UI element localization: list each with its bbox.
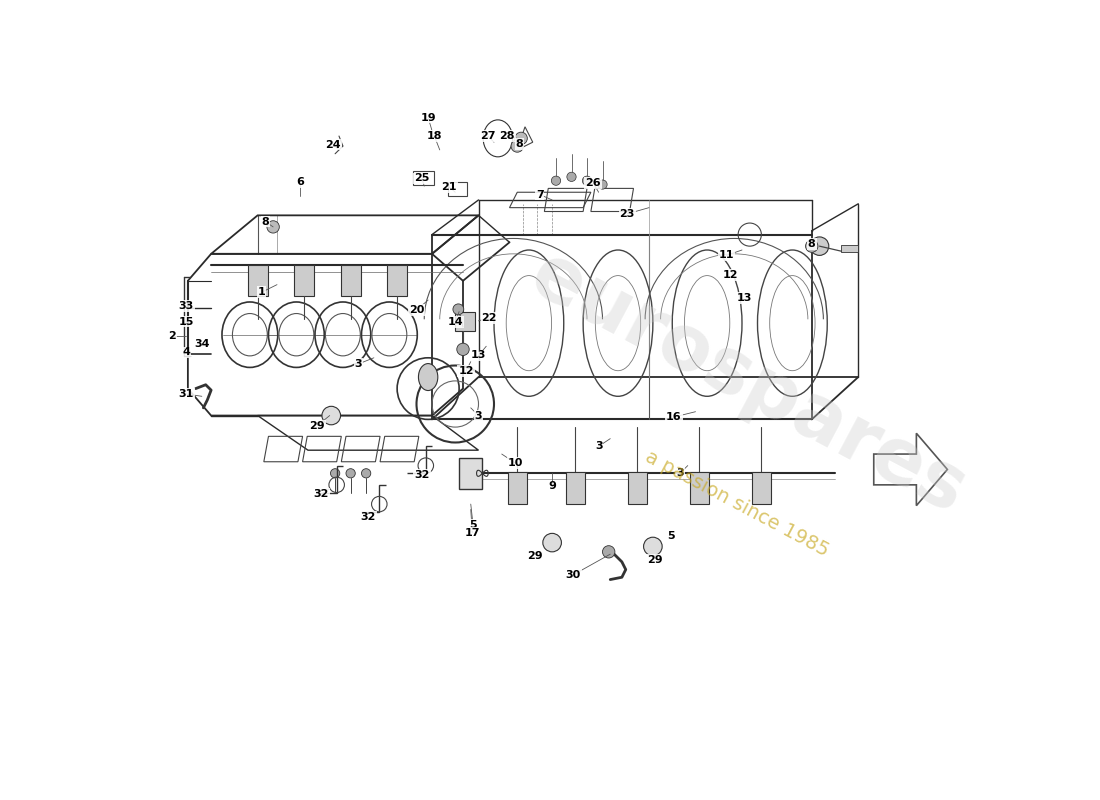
Text: 1: 1 [257,287,265,298]
Text: 31: 31 [178,389,194,399]
Circle shape [346,469,355,478]
Text: eurospares: eurospares [517,238,979,530]
Text: 29: 29 [648,554,663,565]
Text: 8: 8 [516,138,524,149]
Bar [566,472,585,504]
Circle shape [456,343,470,355]
Bar [248,266,267,296]
Bar [412,170,434,185]
Text: 26: 26 [585,178,601,188]
Text: 24: 24 [324,139,341,150]
Text: 21: 21 [441,182,456,192]
Text: 15: 15 [178,317,194,326]
Text: 32: 32 [361,512,376,522]
Bar [690,472,708,504]
Text: 10: 10 [508,458,524,468]
Text: 2: 2 [168,331,176,342]
Text: 34: 34 [194,339,210,349]
Bar [294,266,315,296]
Circle shape [551,176,561,186]
Bar [508,472,527,504]
Text: 8: 8 [262,217,270,226]
Text: 12: 12 [723,270,738,280]
Bar [341,266,361,296]
Circle shape [805,240,818,252]
Circle shape [453,304,464,314]
Ellipse shape [418,363,438,390]
Text: 25: 25 [415,174,430,183]
Circle shape [811,237,828,255]
Text: 8: 8 [807,239,815,249]
Text: 5: 5 [470,520,477,530]
Text: 9: 9 [548,482,557,491]
Text: 29: 29 [309,421,326,430]
Circle shape [322,406,341,425]
Bar [387,266,407,296]
Circle shape [644,538,662,556]
Bar [842,245,858,252]
Bar [628,472,647,504]
Text: 11: 11 [718,250,735,260]
Text: 17: 17 [464,527,480,538]
Text: 6: 6 [296,178,305,187]
Circle shape [603,546,615,558]
Text: 14: 14 [448,318,463,327]
Text: 22: 22 [482,313,497,322]
Text: 3: 3 [354,359,362,369]
Circle shape [330,469,340,478]
Circle shape [267,221,279,233]
Text: 3: 3 [595,442,603,451]
Circle shape [362,469,371,478]
Text: 29: 29 [527,550,543,561]
Bar [459,458,483,489]
Text: 7: 7 [536,190,543,199]
Circle shape [566,172,576,182]
Text: 13: 13 [471,350,486,361]
Circle shape [542,534,561,552]
Text: 16: 16 [666,412,682,422]
Text: 13: 13 [737,293,752,302]
Text: 33: 33 [178,302,194,311]
Text: 5: 5 [667,531,674,542]
Circle shape [582,176,592,186]
Text: 27: 27 [480,131,495,141]
Text: 3: 3 [475,410,482,421]
Text: 32: 32 [415,470,430,480]
Text: 4: 4 [183,347,190,358]
Text: 32: 32 [314,489,329,499]
Text: a passion since 1985: a passion since 1985 [642,447,832,561]
Bar [752,472,771,504]
Text: 30: 30 [565,570,581,580]
Text: 20: 20 [409,305,425,315]
Text: 3: 3 [676,468,684,478]
Text: 18: 18 [427,131,442,141]
Circle shape [512,140,524,152]
Text: 28: 28 [499,131,515,141]
Circle shape [515,132,527,145]
Circle shape [598,180,607,189]
Bar [455,312,474,331]
Text: 19: 19 [420,113,436,122]
Text: 12: 12 [459,366,474,376]
Text: 23: 23 [619,209,635,219]
Bar [448,182,466,196]
